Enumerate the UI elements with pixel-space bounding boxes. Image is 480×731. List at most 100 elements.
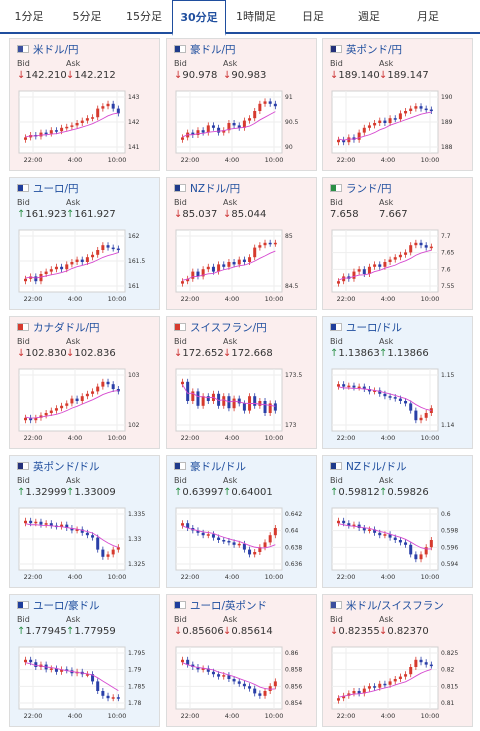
bid-price: 85.037 <box>182 209 218 220</box>
y-tick-label: 1.15 <box>441 372 455 379</box>
candlestick-chart[interactable]: 22:00 4:00 10:00 162 161.5 161 <box>17 226 154 306</box>
y-tick-label: 142 <box>128 119 140 126</box>
currency-pair-link[interactable]: 米ドル/円 <box>33 43 79 56</box>
candle <box>367 266 371 274</box>
currency-pair-link[interactable]: 豪ドル/円 <box>190 43 236 56</box>
rate-card[interactable]: ユーロ/英ポンド Bid Ask ↓0.85606 ↓0.85614 22:00 4:00 1… <box>166 594 317 727</box>
rate-card[interactable]: ランド/円 Bid Ask 7.658 7.667 22:00 4:00 10:00 7.7 7.… <box>322 177 473 310</box>
candle <box>362 127 366 133</box>
ask-label: Ask <box>66 476 81 485</box>
candle <box>75 529 79 531</box>
currency-pair-link[interactable]: 米ドル/スイスフラン <box>346 599 444 612</box>
tab-2[interactable]: 15分足 <box>126 10 162 23</box>
candle <box>80 120 84 123</box>
rate-card[interactable]: カナダドル/円 Bid Ask ↓102.830 ↓102.836 22:00 4:00 10… <box>9 316 160 449</box>
candle <box>106 381 110 385</box>
currency-pair-link[interactable]: ユーロ/ドル <box>346 321 403 334</box>
x-tick-label: 10:00 <box>421 573 440 581</box>
bid-label: Bid <box>17 59 30 68</box>
x-tick-label: 22:00 <box>181 573 200 581</box>
rate-card[interactable]: 豪ドル/ドル Bid Ask ↑0.63997 ↑0.64001 22:00 4:00 10:… <box>166 455 317 588</box>
candle <box>352 137 356 140</box>
y-tick-label: 90 <box>285 144 293 151</box>
currency-pair-link[interactable]: 英ポンド/円 <box>346 43 403 56</box>
y-tick-label: 0.642 <box>285 511 302 518</box>
currency-pair-link[interactable]: 豪ドル/ドル <box>190 460 247 473</box>
candlestick-chart[interactable]: 22:00 4:00 10:00 1.15 1.14 <box>330 365 467 445</box>
candlestick-chart[interactable]: 22:00 4:00 10:00 7.7 7.65 7.6 7.55 <box>330 226 467 306</box>
candle <box>263 242 267 246</box>
currency-pair-link[interactable]: スイスフラン/円 <box>190 321 267 334</box>
bid-price: 0.82355 <box>338 626 380 637</box>
tab-0[interactable]: 1分足 <box>14 10 44 23</box>
x-tick-label: 22:00 <box>24 156 43 164</box>
tab-4[interactable]: 1時間足 <box>236 10 276 23</box>
currency-pair-link[interactable]: カナダドル/円 <box>33 321 100 334</box>
currency-pair-link[interactable]: NZドル/ドル <box>346 460 407 473</box>
candle <box>85 674 89 676</box>
candle <box>429 109 433 112</box>
candle <box>263 691 267 696</box>
candle <box>39 274 43 282</box>
candle <box>227 123 231 131</box>
ca-jp-flag-icon <box>17 323 29 331</box>
rate-card[interactable]: 英ポンド/ドル Bid Ask ↑1.32999 ↑1.33009 22:00 4:00 10… <box>9 455 160 588</box>
candlestick-chart[interactable]: 22:00 4:00 10:00 0.86 0.858 0.856 0.854 <box>174 643 311 723</box>
x-tick-label: 10:00 <box>108 434 127 442</box>
currency-pair-link[interactable]: ユーロ/円 <box>33 182 79 195</box>
candlestick-chart[interactable]: 22:00 4:00 10:00 1.335 1.33 1.325 <box>17 504 154 584</box>
candlestick-chart[interactable]: 22:00 4:00 10:00 190 189 188 <box>330 87 467 167</box>
bid-value: ↑1.32999 <box>17 487 67 498</box>
candle <box>34 417 38 421</box>
candlestick-chart[interactable]: 22:00 4:00 10:00 1.795 1.79 1.785 1.78 <box>17 643 154 723</box>
candle <box>65 403 69 406</box>
candlestick-chart[interactable]: 22:00 4:00 10:00 0.825 0.82 0.815 0.81 <box>330 643 467 723</box>
candle <box>258 245 262 248</box>
currency-pair-link[interactable]: 英ポンド/ドル <box>33 460 100 473</box>
candlestick-chart[interactable]: 22:00 4:00 10:00 0.642 0.64 0.638 0.636 <box>174 504 311 584</box>
rate-card[interactable]: 英ポンド/円 Bid Ask ↓189.140 ↓189.147 22:00 4:00 10:… <box>322 38 473 171</box>
rate-card[interactable]: ユーロ/ドル Bid Ask ↑1.13863 ↑1.13866 22:00 4:00 10:… <box>322 316 473 449</box>
ask-price: 0.85614 <box>231 626 273 637</box>
candle <box>101 245 105 250</box>
rate-card[interactable]: ユーロ/豪ドル Bid Ask ↑1.77945 ↑1.77959 22:00 4:00 10… <box>9 594 160 727</box>
candle <box>258 103 262 111</box>
candle <box>398 540 402 543</box>
candle <box>24 520 27 524</box>
currency-pair-link[interactable]: ユーロ/英ポンド <box>190 599 268 612</box>
candlestick-chart[interactable]: 22:00 4:00 10:00 91 90.5 90 <box>174 87 311 167</box>
nz-jp-flag-icon <box>174 184 186 192</box>
tab-6[interactable]: 週足 <box>358 10 380 23</box>
rate-card[interactable]: 豪ドル/円 Bid Ask ↓90.978 ↓90.983 22:00 4:00 10:00 9… <box>166 38 317 171</box>
candlestick-chart[interactable]: 22:00 4:00 10:00 143 142 141 <box>17 87 154 167</box>
currency-pair-link[interactable]: NZドル/円 <box>190 182 241 195</box>
rate-card[interactable]: スイスフラン/円 Bid Ask ↓172.652 ↓172.668 22:00 4:00 1… <box>166 316 317 449</box>
candlestick-chart[interactable]: 22:00 4:00 10:00 173.5 173 <box>174 365 311 445</box>
tab-1[interactable]: 5分足 <box>72 10 102 23</box>
rate-card[interactable]: NZドル/ドル Bid Ask ↑0.59812 ↑0.59826 22:00 4:00 10… <box>322 455 473 588</box>
y-tick-label: 161.5 <box>128 258 145 265</box>
rate-card[interactable]: 米ドル/円 Bid Ask ↓142.210 ↓142.212 22:00 4:00 10:0… <box>9 38 160 171</box>
tab-3[interactable]: 30分足 <box>172 0 226 36</box>
currency-pair-link[interactable]: ユーロ/豪ドル <box>33 599 100 612</box>
tab-7[interactable]: 月足 <box>417 10 439 23</box>
ask-value: ↑0.59826 <box>379 487 429 498</box>
x-tick-label: 4:00 <box>381 573 396 581</box>
y-tick-label: 190 <box>441 94 453 101</box>
candlestick-chart[interactable]: 22:00 4:00 10:00 103 102 <box>17 365 154 445</box>
candle <box>91 117 95 119</box>
tab-5[interactable]: 日足 <box>302 10 324 23</box>
candle <box>186 523 190 528</box>
candlestick-chart[interactable]: 22:00 4:00 10:00 85 84.5 <box>174 226 311 306</box>
ask-price: 1.77959 <box>74 626 116 637</box>
rate-card[interactable]: ユーロ/円 Bid Ask ↑161.923 ↑161.927 22:00 4:00 10:0… <box>9 177 160 310</box>
candle <box>258 693 262 696</box>
rate-card[interactable]: NZドル/円 Bid Ask ↓85.037 ↓85.044 22:00 4:00 10:00… <box>166 177 317 310</box>
candle <box>206 125 210 133</box>
candlestick-chart[interactable]: 22:00 4:00 10:00 0.6 0.598 0.596 0.594 <box>330 504 467 584</box>
rate-card[interactable]: 米ドル/スイスフラン Bid Ask ↓0.82355 ↓0.82370 22:00 4:0… <box>322 594 473 727</box>
candle <box>44 523 48 525</box>
moving-average-line <box>25 252 119 279</box>
candle <box>242 683 246 687</box>
currency-pair-link[interactable]: ランド/円 <box>346 182 392 195</box>
